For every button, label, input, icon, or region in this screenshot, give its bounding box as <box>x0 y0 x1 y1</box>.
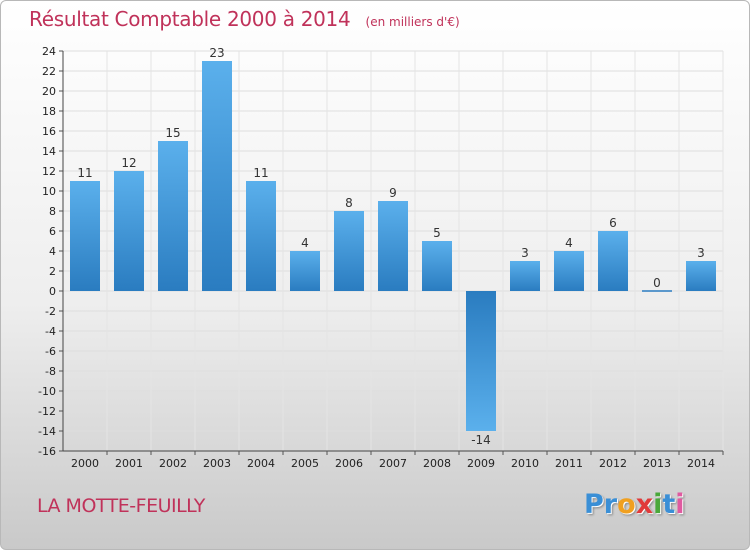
logo-letter: x <box>635 489 654 520</box>
value-label: 0 <box>653 276 661 290</box>
bar <box>158 141 188 291</box>
value-label: 5 <box>433 226 441 240</box>
proxiti-logo: Proxiti <box>584 489 685 520</box>
y-tick-label: 24 <box>42 45 56 58</box>
value-label: 11 <box>77 166 92 180</box>
value-label: 4 <box>301 236 309 250</box>
value-label: 11 <box>253 166 268 180</box>
logo-letter: t <box>662 489 676 520</box>
bar <box>246 181 276 291</box>
y-tick-label: -8 <box>45 365 56 378</box>
value-label: 12 <box>121 156 136 170</box>
y-tick-label: -16 <box>38 445 56 458</box>
x-tick-label: 2002 <box>159 457 187 470</box>
y-tick-label: 6 <box>49 225 56 238</box>
x-tick-label: 2013 <box>643 457 671 470</box>
x-tick-label: 2000 <box>71 457 99 470</box>
bar <box>114 171 144 291</box>
value-label: 6 <box>609 216 617 230</box>
x-tick-label: 2008 <box>423 457 451 470</box>
y-tick-label: 18 <box>42 105 56 118</box>
y-tick-label: 4 <box>49 245 56 258</box>
logo-letter: P <box>584 489 604 520</box>
logo-letter: i <box>675 489 685 520</box>
labels: -16-14-12-10-8-6-4-202468101214161820222… <box>38 45 715 470</box>
bar <box>598 231 628 291</box>
y-tick-label: 2 <box>49 265 56 278</box>
value-label: -14 <box>471 433 491 447</box>
y-tick-label: 12 <box>42 165 56 178</box>
y-tick-label: -4 <box>45 325 56 338</box>
value-label: 23 <box>209 46 224 60</box>
y-tick-label: -14 <box>38 425 56 438</box>
y-tick-label: -2 <box>45 305 56 318</box>
bar <box>334 211 364 291</box>
x-tick-label: 2010 <box>511 457 539 470</box>
bar <box>378 201 408 291</box>
y-tick-label: 20 <box>42 85 56 98</box>
y-tick-label: -10 <box>38 385 56 398</box>
x-tick-label: 2014 <box>687 457 715 470</box>
value-label: 3 <box>697 246 705 260</box>
logo-letter: o <box>617 489 636 520</box>
x-tick-label: 2009 <box>467 457 495 470</box>
bar <box>510 261 540 291</box>
title-row: Résultat Comptable 2000 à 2014 (en milli… <box>29 7 460 31</box>
bar <box>70 181 100 291</box>
value-label: 15 <box>165 126 180 140</box>
bar <box>290 251 320 291</box>
x-tick-label: 2011 <box>555 457 583 470</box>
axes <box>59 50 724 455</box>
x-tick-label: 2007 <box>379 457 407 470</box>
x-tick-label: 2006 <box>335 457 363 470</box>
bar <box>466 291 496 431</box>
y-tick-label: 8 <box>49 205 56 218</box>
value-label: 4 <box>565 236 573 250</box>
value-label: 3 <box>521 246 529 260</box>
chart-unit: (en milliers d'€) <box>365 15 460 29</box>
y-tick-label: 14 <box>42 145 56 158</box>
x-tick-label: 2005 <box>291 457 319 470</box>
bars <box>70 61 716 431</box>
y-tick-label: -12 <box>38 405 56 418</box>
y-tick-label: -6 <box>45 345 56 358</box>
y-tick-label: 22 <box>42 65 56 78</box>
value-label: 8 <box>345 196 353 210</box>
bar <box>202 61 232 291</box>
y-tick-label: 0 <box>49 285 56 298</box>
x-tick-label: 2004 <box>247 457 275 470</box>
bar <box>686 261 716 291</box>
x-tick-label: 2003 <box>203 457 231 470</box>
y-tick-label: 10 <box>42 185 56 198</box>
x-tick-label: 2001 <box>115 457 143 470</box>
town-name: LA MOTTE-FEUILLY <box>37 495 205 517</box>
value-label: 9 <box>389 186 397 200</box>
logo-letter: r <box>603 489 618 520</box>
logo-letter: i <box>653 489 663 520</box>
x-tick-label: 2012 <box>599 457 627 470</box>
bar <box>422 241 452 291</box>
chart-title: Résultat Comptable 2000 à 2014 <box>29 7 351 31</box>
bar <box>554 251 584 291</box>
y-tick-label: 16 <box>42 125 56 138</box>
